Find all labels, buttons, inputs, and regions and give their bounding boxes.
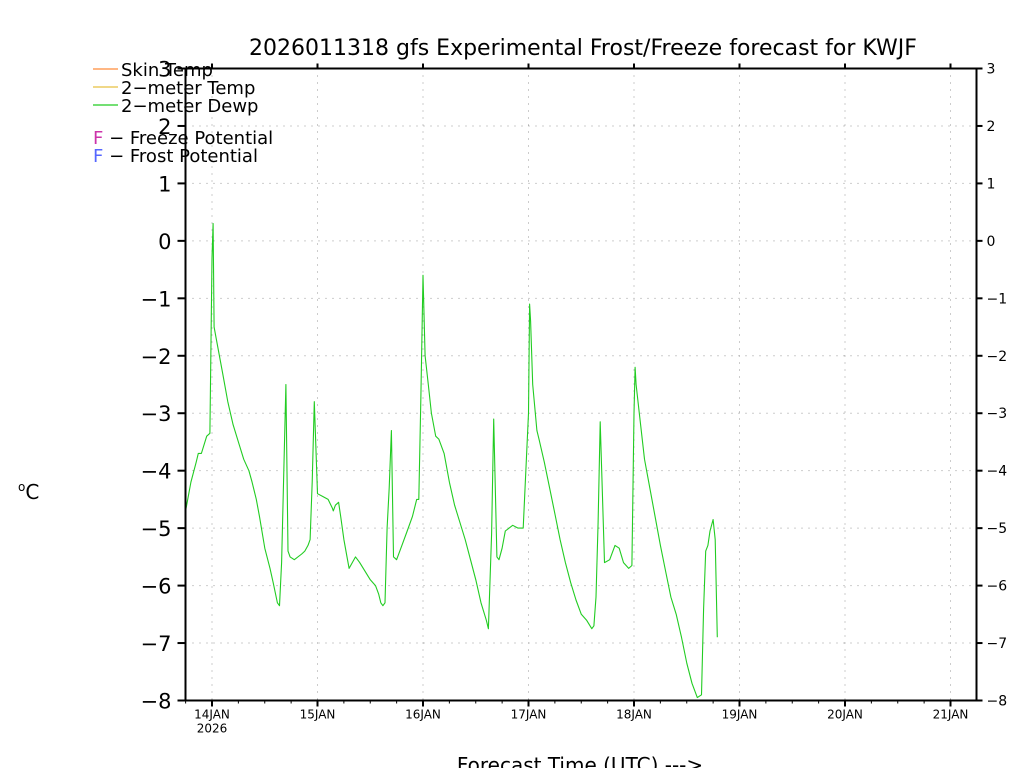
- y-tick-label-left: −5: [141, 517, 172, 541]
- y-tick-label-right: −2: [987, 349, 1008, 365]
- legend-label-dewp-2m: 2−meter Dewp: [121, 96, 258, 117]
- x-tick-label: 19JAN: [722, 708, 758, 722]
- y-tick-label-right: 1: [987, 176, 996, 192]
- y-tick-label-left: −8: [141, 690, 172, 714]
- chart-title: 2026011318 gfs Experimental Frost/Freeze…: [249, 36, 917, 61]
- y-tick-label-left: −1: [141, 287, 172, 311]
- legend-label-skin-temp: Skin Temp: [121, 60, 213, 81]
- y-tick-label-right: 2: [987, 119, 996, 135]
- x-tick-label: 15JAN: [300, 708, 336, 722]
- y-axis-label-unit: C: [25, 480, 39, 504]
- y-axis-label: oC: [18, 480, 39, 504]
- x-tick-label: 20JAN: [827, 708, 863, 722]
- legend-freeze-potential: F − Freeze Potential: [93, 128, 273, 149]
- y-tick-label-right: −8: [987, 694, 1008, 710]
- y-tick-label-right: 3: [987, 62, 996, 78]
- plot-frame: [184, 67, 978, 702]
- legend-freeze-label: − Freeze Potential: [103, 128, 273, 149]
- x-tick-label: 18JAN: [616, 708, 652, 722]
- y-tick-label-left: 3: [158, 58, 171, 82]
- y-tick-label-right: −4: [987, 464, 1008, 480]
- series-line-dewpoint: [185, 223, 718, 699]
- y-tick-label-right: −7: [987, 636, 1008, 652]
- y-tick-label-left: 2: [158, 115, 171, 139]
- x-tick-label: 16JAN: [405, 708, 441, 722]
- series-layer: [185, 223, 718, 699]
- y-tick-label-left: −6: [141, 575, 172, 599]
- y-tick-label-left: 0: [158, 230, 171, 254]
- y-tick-label-right: −3: [987, 406, 1008, 422]
- gridlines: [185, 68, 977, 701]
- legend-label-temp-2m: 2−meter Temp: [121, 78, 255, 99]
- legend-frost-potential: F − Frost Potential: [93, 146, 258, 167]
- legend-frost-label: − Frost Potential: [103, 146, 258, 167]
- y-tick-label-left: −2: [141, 345, 172, 369]
- y-tick-label-left: −4: [141, 460, 172, 484]
- y-tick-label-left: −3: [141, 402, 172, 426]
- y-tick-label-left: −7: [141, 632, 172, 656]
- x-tick-label: 17JAN: [511, 708, 547, 722]
- y-tick-label-right: −1: [987, 291, 1008, 307]
- x-tick-label: 21JAN: [933, 708, 969, 722]
- y-tick-label-left: 1: [158, 172, 171, 196]
- x-tick-sublabel: 2026: [197, 722, 228, 736]
- legend-freeze-letter: F: [93, 128, 103, 149]
- x-axis-label: Forecast Time (UTC) --->: [457, 753, 703, 768]
- y-tick-label-right: −6: [987, 579, 1008, 595]
- y-tick-label-right: −5: [987, 521, 1008, 537]
- x-tick-label: 14JAN: [194, 708, 230, 722]
- axes: −8 −8 −7 −7 −6 −6 −5 −5 −4 −4 −3 −3 −2 −2 −1 −1 0 0 1 1 2 2 3 3…: [141, 58, 1008, 736]
- legend-frost-letter: F: [93, 146, 103, 167]
- y-tick-label-right: 0: [987, 234, 996, 250]
- y-axis-label-degree: o: [18, 480, 25, 494]
